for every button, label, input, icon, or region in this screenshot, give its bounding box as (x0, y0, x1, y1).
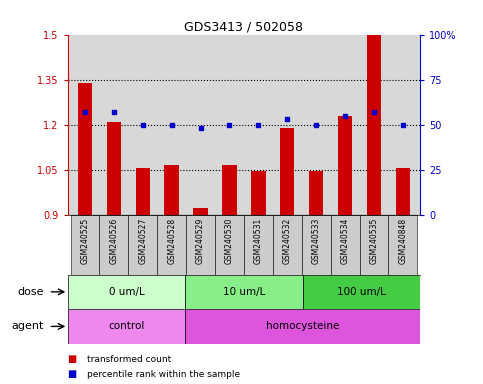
Bar (107, 122, 121, 215)
Text: GSM240530: GSM240530 (225, 218, 234, 265)
Text: ■: ■ (68, 354, 77, 364)
Bar (185, 309, 420, 344)
Bar (359, 215, 388, 275)
Text: GSM240535: GSM240535 (369, 218, 379, 265)
Text: GSM240533: GSM240533 (312, 218, 321, 265)
Bar (388, 215, 417, 275)
Text: GSM240534: GSM240534 (341, 218, 350, 265)
Text: percentile rank within the sample: percentile rank within the sample (87, 370, 240, 379)
Bar (309, 171, 324, 215)
Text: ■: ■ (68, 369, 77, 379)
Bar (215, 215, 244, 275)
Bar (244, 215, 273, 275)
Bar (99, 215, 128, 275)
Text: GSM240532: GSM240532 (283, 218, 292, 264)
Text: 0 um/L: 0 um/L (109, 287, 144, 297)
Title: GDS3413 / 502058: GDS3413 / 502058 (185, 20, 303, 33)
Bar (136, 169, 150, 215)
Text: GSM240529: GSM240529 (196, 218, 205, 264)
Text: 10 um/L: 10 um/L (223, 287, 265, 297)
Text: transformed count: transformed count (87, 354, 171, 364)
Bar (78, 83, 92, 215)
Text: agent: agent (12, 321, 44, 331)
Text: GSM240531: GSM240531 (254, 218, 263, 264)
Bar (251, 171, 266, 215)
Bar (185, 275, 303, 309)
Bar (128, 215, 157, 275)
Bar (302, 215, 331, 275)
Bar (68, 309, 185, 344)
Bar (273, 215, 302, 275)
Text: GSM240848: GSM240848 (398, 218, 407, 264)
Bar (367, 35, 381, 215)
Bar (396, 169, 410, 215)
Bar (193, 207, 208, 215)
Text: control: control (108, 321, 144, 331)
Bar (71, 215, 99, 275)
Bar (222, 166, 237, 215)
Text: homocysteine: homocysteine (266, 321, 340, 331)
Bar (303, 275, 420, 309)
Bar (157, 215, 186, 275)
Text: 100 um/L: 100 um/L (337, 287, 386, 297)
Text: dose: dose (17, 287, 44, 297)
Bar (331, 215, 359, 275)
Text: GSM240527: GSM240527 (138, 218, 147, 264)
Bar (186, 215, 215, 275)
Bar (338, 116, 352, 215)
Text: GSM240526: GSM240526 (109, 218, 118, 264)
Bar (164, 166, 179, 215)
Bar (280, 128, 295, 215)
Bar (68, 275, 185, 309)
Text: GSM240525: GSM240525 (81, 218, 89, 264)
Text: GSM240528: GSM240528 (167, 218, 176, 264)
